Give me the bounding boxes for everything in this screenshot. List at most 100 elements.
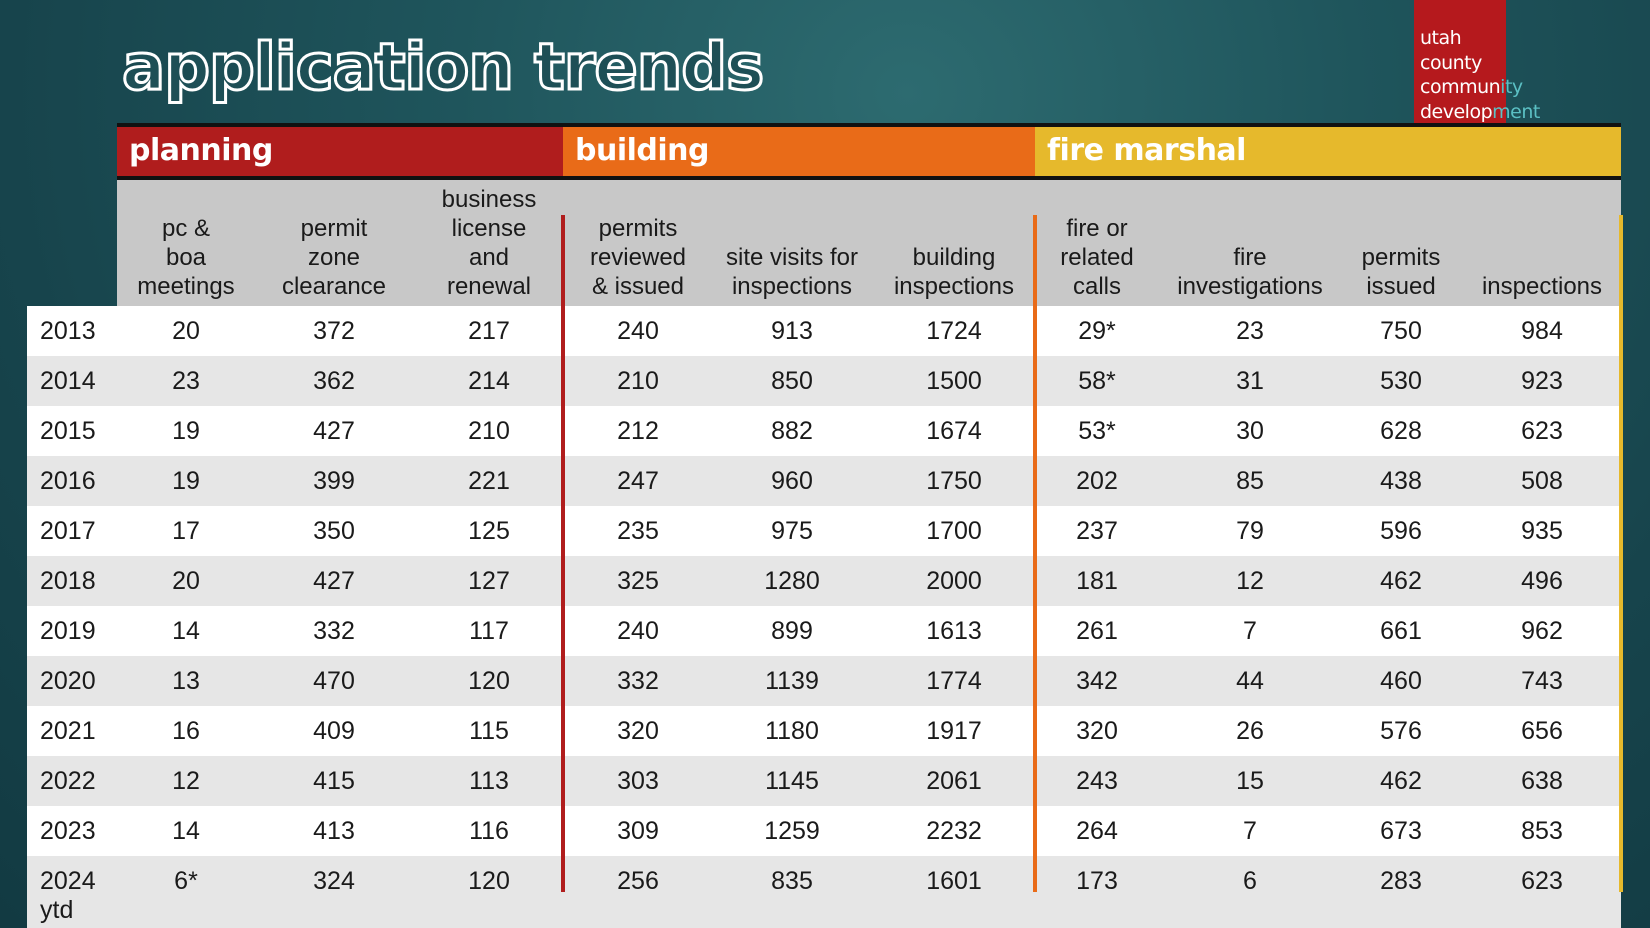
category-fire-marshal: fire marshal (1035, 123, 1621, 176)
cell-site-visits: 1180 (765, 717, 819, 745)
cell-pc-boa-meetings: 14 (172, 817, 200, 845)
cell-business-license-renewal: 116 (469, 817, 509, 845)
cell-business-license-renewal: 125 (468, 517, 510, 545)
cell-fire-investigations: 15 (1236, 767, 1264, 795)
cell-fire-related-calls: 243 (1076, 767, 1118, 795)
table-row: 2023 14 413 116 309 1259 2232 264 7 673 853 (27, 806, 1621, 856)
cell-permits-reviewed-issued: 332 (617, 667, 659, 695)
cell-permit-zone-clearance: 362 (313, 367, 355, 395)
cell-business-license-renewal: 214 (468, 367, 510, 395)
cell-building-inspections: 1601 (926, 867, 982, 895)
cell-fire-permits-issued: 462 (1380, 567, 1422, 595)
cell-building-inspections: 2000 (926, 567, 982, 595)
cell-fire-related-calls: 320 (1076, 717, 1118, 745)
cell-site-visits: 850 (771, 367, 813, 395)
cell-permits-reviewed-issued: 212 (617, 417, 659, 445)
cell-fire-permits-issued: 628 (1380, 417, 1422, 445)
cell-site-visits: 1139 (765, 667, 819, 695)
cell-year: 2013 (40, 317, 96, 345)
cell-permits-reviewed-issued: 325 (617, 567, 659, 595)
cell-year: 2020 (40, 667, 96, 695)
cell-building-inspections: 1700 (926, 517, 982, 545)
category-building-label: building (575, 133, 710, 168)
cell-permits-reviewed-issued: 247 (617, 467, 659, 495)
cell-fire-investigations: 85 (1236, 467, 1264, 495)
header-fire-permits-issued: permits issued (1361, 244, 1441, 300)
cell-year: 2014 (40, 367, 96, 395)
table-row: 2017 17 350 125 235 975 1700 237 79 596 935 (27, 506, 1621, 556)
category-planning-label: planning (129, 133, 273, 168)
cell-building-inspections: 1613 (926, 617, 982, 645)
cell-fire-permits-issued: 460 (1380, 667, 1422, 695)
cell-building-inspections: 1917 (926, 717, 982, 745)
cell-business-license-renewal: 210 (468, 417, 510, 445)
cell-year: 2015 (40, 417, 96, 445)
cell-fire-investigations: 7 (1243, 817, 1257, 845)
cell-site-visits: 1259 (764, 817, 820, 845)
cell-fire-inspections: 743 (1521, 667, 1563, 695)
cell-year: 2022 (40, 767, 96, 795)
logo-line-utah: utah (1420, 27, 1462, 49)
cell-pc-boa-meetings: 14 (172, 617, 200, 645)
cell-fire-investigations: 79 (1236, 517, 1264, 545)
table-row: 2018 20 427 127 325 1280 2000 181 12 462 496 (27, 556, 1621, 606)
cell-year: 2018 (40, 567, 96, 595)
table-row: 2015 19 427 210 212 882 1674 53* 30 628 623 (27, 406, 1621, 456)
cell-fire-investigations: 12 (1236, 567, 1264, 595)
cell-building-inspections: 1750 (926, 467, 982, 495)
table-row: 2016 19 399 221 247 960 1750 202 85 438 508 (27, 456, 1621, 506)
cell-fire-inspections: 656 (1521, 717, 1563, 745)
cell-fire-investigations: 31 (1236, 367, 1264, 395)
header-fire-related-calls: fire or related calls (1060, 215, 1134, 300)
category-fire-label: fire marshal (1047, 133, 1246, 168)
cell-fire-inspections: 508 (1521, 467, 1563, 495)
cell-permit-zone-clearance: 372 (313, 317, 355, 345)
logo-line-county: county (1420, 51, 1482, 74)
cell-permits-reviewed-issued: 256 (617, 867, 659, 895)
table-row: 2020 13 470 120 332 1139 1774 342 44 460 743 (27, 656, 1621, 706)
cell-business-license-renewal: 115 (469, 717, 509, 745)
cell-fire-investigations: 30 (1236, 417, 1264, 445)
logo-line-community: community (1420, 76, 1523, 98)
cell-permit-zone-clearance: 350 (313, 517, 355, 545)
cell-fire-inspections: 923 (1521, 367, 1563, 395)
header-permit-zone-clearance: permit zone clearance (281, 215, 387, 300)
cell-fire-related-calls: 264 (1076, 817, 1118, 845)
header-site-visits: site visits for inspections (725, 244, 859, 300)
cell-site-visits: 899 (771, 617, 813, 645)
cell-permits-reviewed-issued: 309 (617, 817, 659, 845)
cell-pc-boa-meetings: 12 (172, 767, 200, 795)
cell-fire-related-calls: 58* (1078, 367, 1116, 395)
cell-fire-permits-issued: 661 (1380, 617, 1422, 645)
cell-fire-related-calls: 29* (1078, 317, 1116, 345)
cell-fire-related-calls: 342 (1076, 667, 1118, 695)
cell-fire-inspections: 638 (1521, 767, 1563, 795)
header-fire-investigations: fire investigations (1177, 244, 1323, 300)
cell-fire-permits-issued: 283 (1380, 867, 1422, 895)
cell-permits-reviewed-issued: 303 (617, 767, 659, 795)
cell-fire-related-calls: 181 (1076, 567, 1118, 595)
cell-year: 2024 (40, 867, 96, 895)
logo-text: utah county community development (1420, 26, 1540, 124)
cell-pc-boa-meetings: 19 (172, 467, 200, 495)
page-title: application trends (120, 31, 765, 105)
table-row: 2022 12 415 113 303 1145 2061 243 15 462 638 (27, 756, 1621, 806)
header-fire-inspections: inspections (1481, 273, 1603, 300)
cell-fire-related-calls: 53* (1078, 417, 1116, 445)
cell-fire-related-calls: 173 (1076, 867, 1118, 895)
logo-block (1414, 0, 1506, 124)
cell-site-visits: 1145 (765, 767, 819, 795)
cell-permit-zone-clearance: 427 (313, 567, 355, 595)
cell-fire-permits-issued: 673 (1380, 817, 1422, 845)
divider-planning-building (561, 215, 565, 892)
category-planning: planning (117, 123, 563, 176)
cell-business-license-renewal: 113 (469, 767, 509, 795)
cell-permit-zone-clearance: 427 (313, 417, 355, 445)
cell-pc-boa-meetings: 6* (174, 867, 198, 895)
cell-permits-reviewed-issued: 320 (617, 717, 659, 745)
cell-business-license-renewal: 127 (468, 567, 510, 595)
cell-site-visits: 975 (771, 517, 813, 545)
cell-fire-inspections: 496 (1521, 567, 1563, 595)
cell-fire-related-calls: 237 (1076, 517, 1118, 545)
cell-fire-inspections: 984 (1521, 317, 1563, 345)
